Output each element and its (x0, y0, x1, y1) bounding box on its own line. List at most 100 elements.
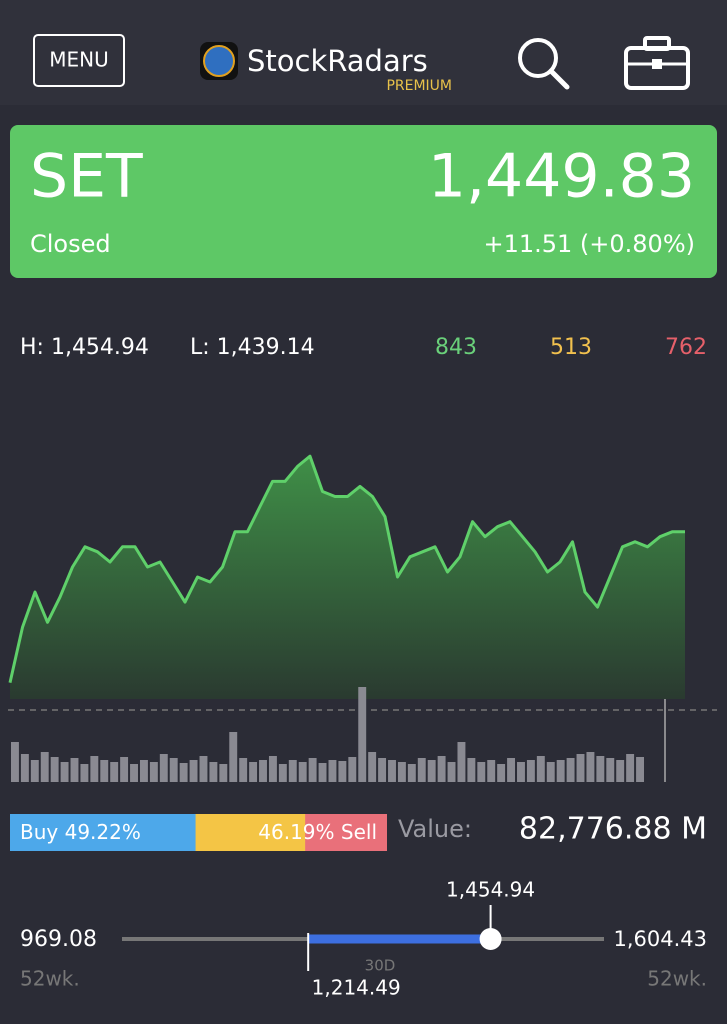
value-caption: Value: (398, 815, 472, 843)
period-low-label: 1,214.49 (312, 976, 401, 1000)
volume-bar (636, 757, 644, 782)
volume-bar (566, 758, 575, 782)
volume-bar (30, 760, 39, 782)
volume-bar (556, 760, 565, 782)
volume-bar (249, 762, 258, 782)
volume-bar (130, 764, 138, 782)
volume-bar (149, 762, 158, 782)
index-name: SET (30, 142, 143, 212)
volume-bar (328, 760, 337, 782)
volume-bar (120, 757, 129, 782)
volume-bar (110, 762, 119, 782)
volume-bar (447, 762, 456, 782)
volume-bar (229, 732, 238, 782)
volume-bar (268, 756, 277, 782)
volume-bar (298, 762, 307, 782)
buy-label: Buy 49.22% (20, 820, 141, 844)
brand: StockRadars (247, 44, 428, 78)
volume-bar (20, 754, 29, 782)
menu-button[interactable] (33, 34, 125, 87)
volume-bar (586, 752, 595, 782)
volume-bar (576, 754, 585, 782)
volume-bar (159, 754, 168, 782)
range-low-label: 969.08 (20, 927, 97, 952)
volume-bar (378, 758, 387, 782)
logo-globe (203, 45, 235, 77)
volume-bar (60, 762, 69, 782)
period-caption: 30D (365, 957, 396, 975)
volume-bar (616, 760, 625, 782)
low-caption: 52wk. (20, 967, 80, 991)
volume-bar (457, 742, 466, 782)
tier: PREMIUM (386, 78, 452, 94)
price-area (10, 456, 685, 699)
volume-bar (536, 756, 545, 782)
volume-bar (50, 757, 59, 782)
volume-bar (497, 764, 506, 782)
day-low: L: 1,439.14 (190, 335, 315, 360)
volume-bar (239, 758, 248, 782)
volume-bar (209, 762, 218, 782)
volume-bar (169, 758, 178, 782)
high-caption: 52wk. (647, 967, 707, 991)
search-handle[interactable] (548, 68, 570, 90)
volume-bar (427, 760, 436, 782)
volume-bar (338, 761, 347, 782)
volume-bar (388, 760, 396, 782)
index-change: +11.51 (+0.80%) (483, 230, 695, 258)
volume-bar (70, 758, 79, 782)
volume-bar (507, 758, 516, 782)
index-last: 1,449.83 (428, 142, 695, 212)
menu-label[interactable]: MENU (49, 48, 109, 72)
volume-bar (477, 762, 486, 782)
search-icon[interactable] (518, 38, 558, 78)
volume-bar (308, 758, 317, 782)
volume-bar (546, 762, 555, 782)
volume-bar (288, 760, 297, 782)
volume-bar (80, 764, 89, 782)
volume-bar (318, 763, 327, 782)
volume-bar (526, 760, 535, 782)
range-high-label: 1,604.43 (613, 927, 707, 951)
sell-label: 46.19% Sell (258, 820, 377, 844)
volume-bar (189, 760, 198, 782)
index-card (10, 125, 717, 278)
volume-bar (199, 756, 208, 782)
volume-bar (139, 760, 148, 782)
current-knob (479, 928, 502, 950)
volume-bar (596, 756, 605, 782)
volume-bar (219, 764, 228, 782)
portfolio-handle[interactable] (643, 36, 671, 51)
trade-value: 82,776.88 M (519, 812, 707, 847)
price-line (8, 454, 685, 684)
advances: 843 (435, 335, 477, 360)
volume-bar (467, 758, 476, 782)
top-bar (0, 0, 727, 105)
volume-bar (437, 756, 446, 782)
volume-bar (517, 762, 525, 782)
volume-bar (348, 757, 357, 782)
volume-bar (278, 764, 287, 782)
volume-bar (11, 742, 19, 782)
volume-bar (259, 760, 267, 782)
unchanged: 513 (550, 335, 592, 360)
volume-bar (417, 758, 426, 782)
volume-bar (407, 764, 416, 782)
volume-bar (397, 762, 406, 782)
volume-bar (368, 752, 377, 782)
volume-bar (358, 687, 367, 782)
buy-segment (10, 814, 196, 851)
volume-bar (606, 758, 615, 782)
volume-bar (100, 760, 109, 782)
volume-bar (626, 754, 635, 782)
sell-segment (305, 814, 387, 851)
volume-bar (40, 752, 49, 782)
portfolio-lock[interactable] (652, 59, 662, 69)
volume-bar (90, 756, 99, 782)
index-status: Closed (30, 230, 111, 258)
period-high-label: 1,454.94 (446, 878, 535, 902)
declines: 762 (665, 335, 707, 360)
volume-bar (179, 763, 188, 782)
